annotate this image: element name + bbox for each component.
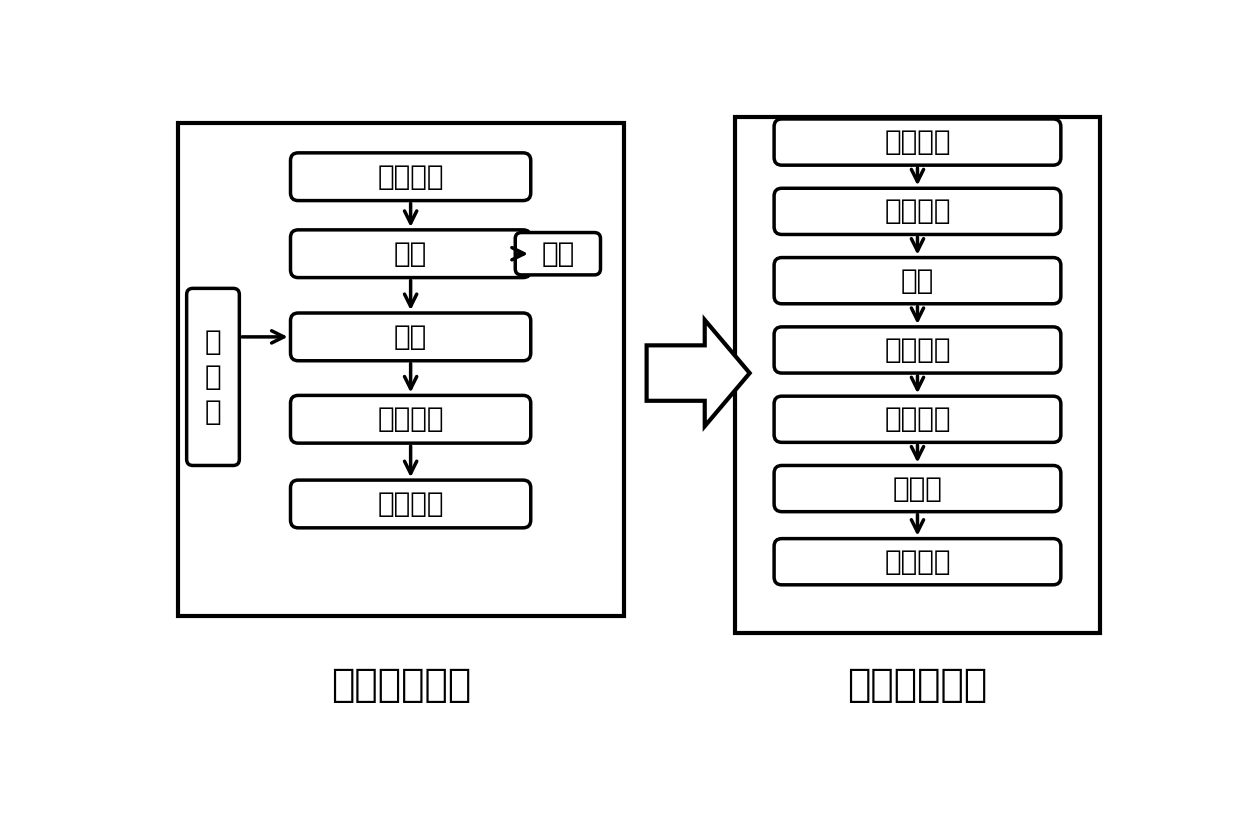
Text: 烘干上油: 烘干上油 — [885, 336, 950, 364]
Text: 纺丝原液制备: 纺丝原液制备 — [331, 666, 471, 704]
FancyBboxPatch shape — [515, 233, 601, 275]
Text: 芳纶树脂: 芳纶树脂 — [378, 406, 444, 433]
FancyBboxPatch shape — [774, 538, 1061, 585]
FancyBboxPatch shape — [774, 189, 1061, 234]
Bar — [178, 123, 623, 616]
Bar — [735, 116, 1100, 633]
FancyBboxPatch shape — [774, 327, 1061, 373]
FancyBboxPatch shape — [290, 480, 530, 528]
Text: 缩聚: 缩聚 — [394, 239, 427, 268]
FancyBboxPatch shape — [774, 465, 1061, 512]
Text: 上油收卷: 上油收卷 — [885, 548, 950, 576]
Text: 中
和
剂: 中 和 剂 — [204, 328, 222, 425]
FancyBboxPatch shape — [290, 396, 530, 443]
Text: 纺丝纤维制备: 纺丝纤维制备 — [847, 666, 987, 704]
FancyBboxPatch shape — [774, 119, 1061, 165]
FancyBboxPatch shape — [774, 396, 1061, 442]
FancyBboxPatch shape — [187, 288, 239, 465]
Text: 二胺溶解: 二胺溶解 — [378, 163, 444, 191]
Text: 脱泡过滤: 脱泡过滤 — [378, 490, 444, 518]
Polygon shape — [647, 320, 750, 426]
Text: 干热拉伸: 干热拉伸 — [885, 406, 950, 433]
Text: 中和: 中和 — [394, 323, 427, 351]
Text: 水洗: 水洗 — [901, 267, 934, 295]
Text: 热定型: 热定型 — [892, 475, 943, 503]
FancyBboxPatch shape — [290, 230, 530, 278]
Text: 酰氯: 酰氯 — [541, 239, 575, 268]
FancyBboxPatch shape — [290, 153, 530, 200]
FancyBboxPatch shape — [290, 313, 530, 361]
Text: 凝固成型: 凝固成型 — [885, 128, 950, 156]
Text: 热水牵伸: 热水牵伸 — [885, 198, 950, 225]
FancyBboxPatch shape — [774, 258, 1061, 304]
